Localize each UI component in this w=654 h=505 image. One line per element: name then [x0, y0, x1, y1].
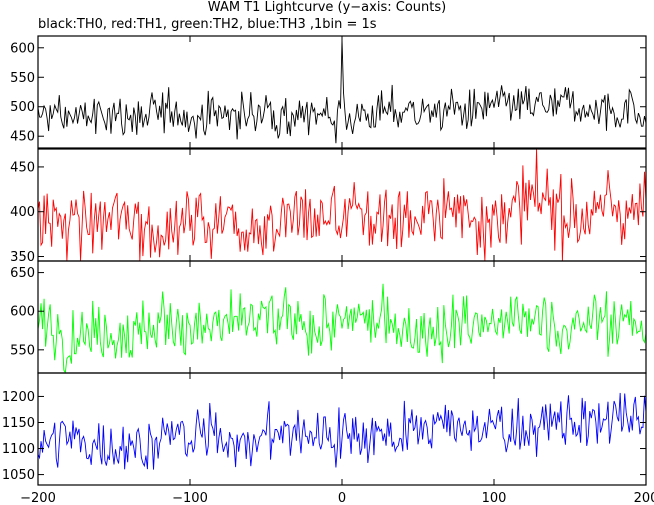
y-tick-label-th0: 600 — [10, 41, 35, 56]
y-tick-label-th1: 450 — [10, 160, 35, 175]
x-tick-label: 200 — [634, 491, 654, 505]
y-tick-label-th3: 1150 — [2, 416, 35, 431]
x-tick-label: 0 — [338, 491, 346, 505]
series-line-th0 — [37, 38, 647, 144]
x-tick-label: 100 — [482, 491, 507, 505]
y-tick-label-th0: 500 — [10, 100, 35, 115]
panel-frame-th3 — [37, 372, 647, 486]
chart-title: WAM T1 Lightcurve (y−axis: Counts) — [207, 0, 447, 15]
y-tick-label-th1: 400 — [10, 205, 35, 220]
chart-subtitle: black:TH0, red:TH1, green:TH2, blue:TH3 … — [38, 17, 377, 32]
series-line-th2 — [37, 283, 647, 374]
y-tick-label-th0: 550 — [10, 71, 35, 86]
y-tick-label-th2: 550 — [10, 343, 35, 358]
y-tick-label-th2: 600 — [10, 305, 35, 320]
x-tick-label: −100 — [172, 491, 208, 505]
panel-frame-th0 — [37, 35, 647, 149]
y-tick-label-th0: 450 — [10, 130, 35, 145]
series-line-th1 — [37, 149, 647, 261]
y-tick-label-th3: 1100 — [2, 442, 35, 457]
y-tick-label-th3: 1050 — [2, 468, 35, 483]
x-tick-label: −200 — [20, 491, 56, 505]
y-tick-label-th3: 1200 — [2, 390, 35, 405]
y-tick-label-th2: 650 — [10, 266, 35, 281]
y-tick-label-th1: 350 — [10, 250, 35, 265]
series-line-th3 — [37, 392, 647, 470]
